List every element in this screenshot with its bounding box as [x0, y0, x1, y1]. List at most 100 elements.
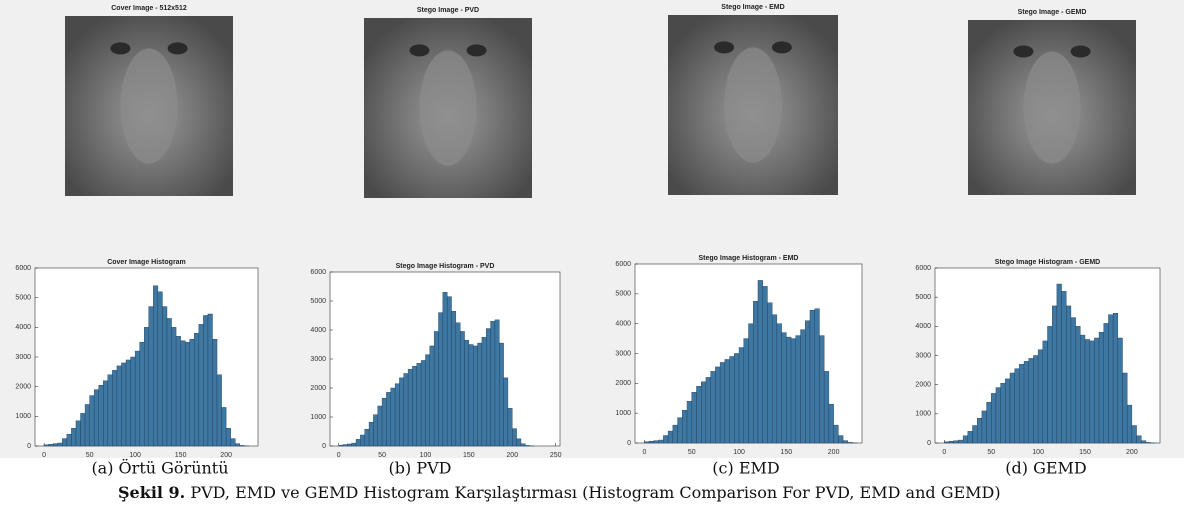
- x-tick-label: 100: [129, 452, 141, 459]
- bar: [473, 345, 478, 447]
- bar: [207, 313, 213, 447]
- image-detail: [771, 41, 792, 54]
- bar: [800, 329, 806, 444]
- bar: [503, 377, 509, 447]
- bar: [1051, 305, 1058, 444]
- bar: [455, 322, 461, 447]
- bar: [743, 338, 749, 444]
- bar: [377, 405, 383, 447]
- panel-caption: (d) GEMD: [1005, 459, 1086, 478]
- bar: [494, 319, 500, 447]
- bar: [1141, 440, 1147, 444]
- y-tick-label: 5000: [915, 294, 931, 301]
- image-title: Stego Image - GEMD: [1018, 9, 1087, 16]
- bar: [1098, 331, 1104, 444]
- panel-caption: (a) Örtü Görüntü: [91, 458, 228, 478]
- bar: [464, 339, 470, 447]
- y-tick-label: 5000: [615, 291, 631, 298]
- bar: [734, 353, 740, 444]
- bar: [696, 386, 702, 444]
- bar: [972, 425, 978, 444]
- bar: [239, 445, 245, 447]
- y-tick-label: 2000: [915, 382, 931, 389]
- y-tick-label: 1000: [915, 411, 931, 418]
- image-title: Cover Image - 512x512: [111, 5, 187, 12]
- bar: [814, 308, 820, 444]
- bar: [648, 441, 655, 444]
- bar: [516, 438, 522, 447]
- bar: [991, 393, 997, 444]
- bar: [981, 410, 987, 444]
- image-detail: [466, 44, 487, 57]
- bar: [194, 333, 200, 447]
- bar: [438, 312, 444, 447]
- y-tick-label: 0: [627, 440, 631, 447]
- bar: [1131, 425, 1137, 444]
- bar: [355, 439, 361, 447]
- bar: [771, 314, 778, 444]
- bar: [976, 418, 983, 444]
- bar: [1056, 283, 1062, 444]
- bar: [833, 424, 839, 444]
- x-tick-label: 0: [942, 449, 946, 456]
- bar: [53, 443, 58, 447]
- bar: [481, 337, 487, 447]
- x-tick-label: 150: [463, 452, 475, 459]
- bar: [433, 331, 439, 447]
- bar: [686, 401, 692, 444]
- bar: [364, 428, 370, 447]
- bar: [84, 404, 90, 447]
- bar: [710, 371, 716, 444]
- bar: [1047, 326, 1053, 444]
- bar: [416, 363, 422, 447]
- bar: [71, 428, 77, 447]
- bar: [157, 291, 163, 447]
- bar: [338, 444, 344, 447]
- bar: [1042, 340, 1048, 444]
- chart-title: Stego Image Histogram - PVD: [396, 263, 495, 270]
- bar: [958, 439, 964, 444]
- bar: [189, 339, 195, 447]
- bar: [134, 350, 140, 447]
- bar: [658, 439, 664, 444]
- bar: [451, 310, 457, 447]
- bar: [701, 381, 707, 444]
- bar: [672, 424, 678, 444]
- bar: [386, 392, 391, 447]
- bar: [425, 354, 431, 447]
- bar: [103, 380, 109, 447]
- bar: [738, 347, 744, 444]
- bar: [93, 389, 99, 447]
- bar: [767, 302, 773, 444]
- bar: [107, 374, 113, 447]
- y-tick-label: 0: [27, 443, 31, 450]
- bar: [347, 443, 352, 447]
- bar: [682, 409, 688, 444]
- bar: [43, 444, 49, 447]
- bar: [1066, 305, 1072, 444]
- image-detail: [724, 47, 782, 163]
- bar: [667, 430, 674, 444]
- bar: [819, 335, 825, 444]
- bar: [171, 327, 177, 447]
- y-tick-label: 2000: [615, 380, 631, 387]
- bar: [121, 362, 127, 447]
- image-detail: [409, 44, 430, 57]
- bar: [373, 414, 378, 447]
- panel-caption: (b) PVD: [389, 459, 452, 478]
- bar: [948, 441, 954, 444]
- y-tick-label: 3000: [15, 354, 31, 361]
- image-title: Stego Image - PVD: [417, 7, 479, 14]
- chart-title: Stego Image Histogram - GEMD: [995, 259, 1100, 266]
- y-tick-label: 6000: [615, 261, 631, 268]
- bar: [112, 370, 118, 447]
- bar: [967, 431, 973, 444]
- y-tick-label: 2000: [310, 385, 326, 392]
- bar: [644, 441, 650, 444]
- bar: [225, 428, 231, 447]
- y-tick-label: 1000: [15, 413, 31, 420]
- y-tick-label: 3000: [615, 350, 631, 357]
- bar: [166, 318, 172, 447]
- panel-caption: (c) EMD: [712, 459, 779, 478]
- bar: [230, 438, 236, 447]
